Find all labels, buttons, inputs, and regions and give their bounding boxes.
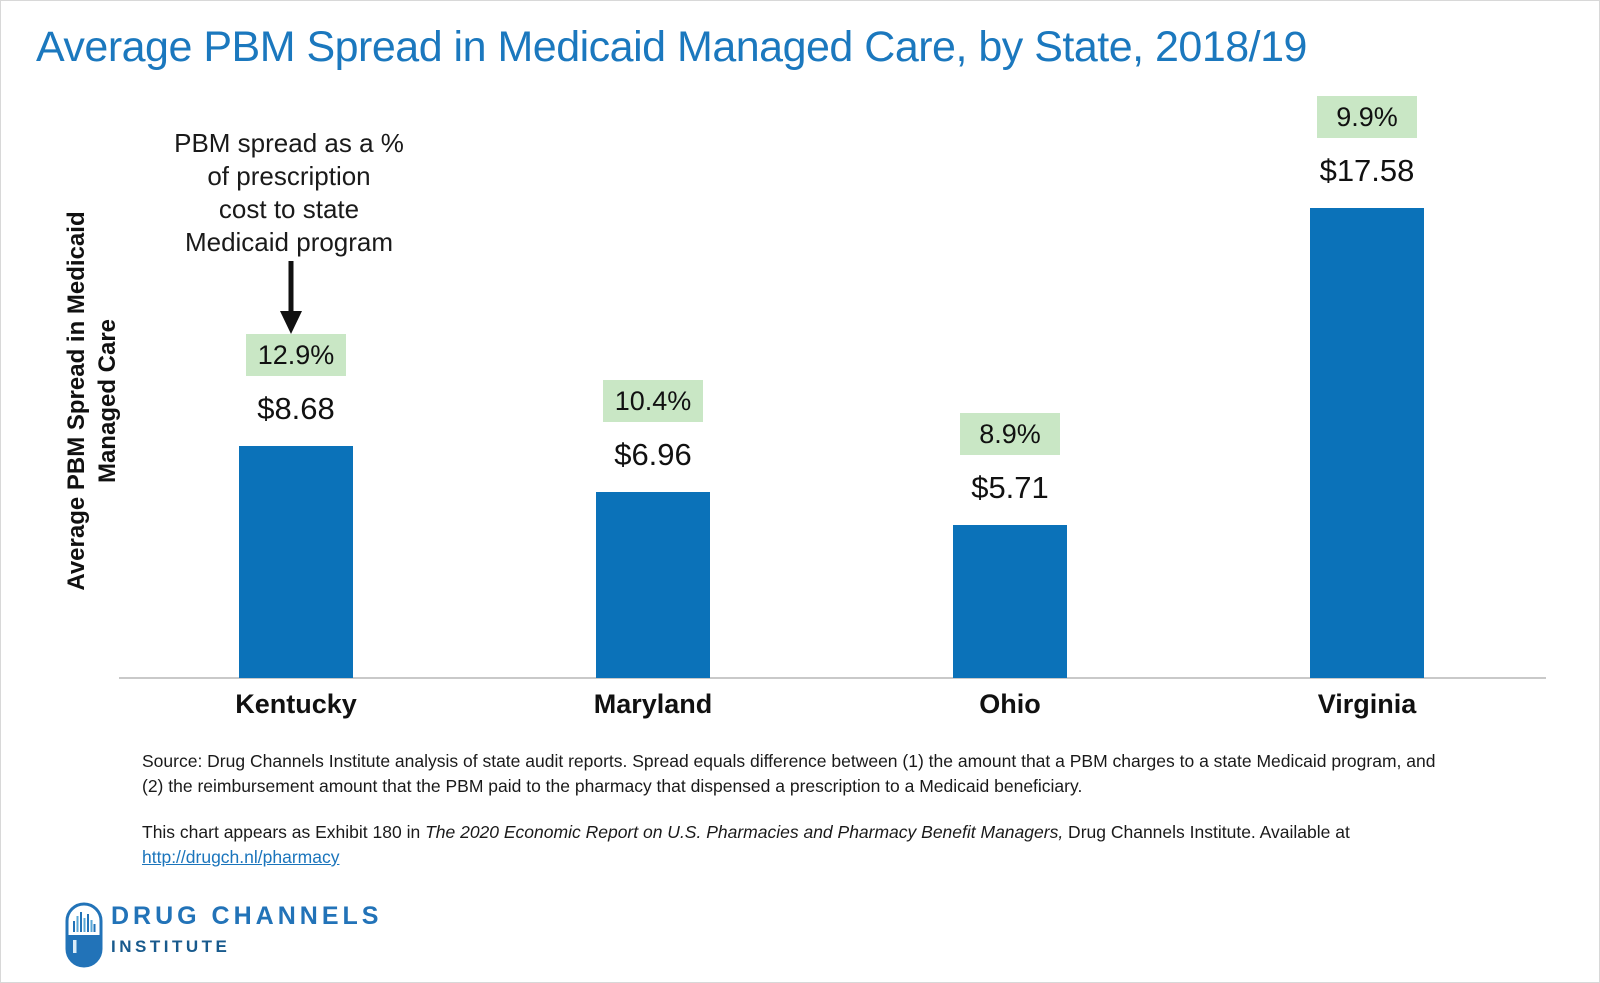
x-axis-label-virginia: Virginia	[1317, 689, 1417, 719]
bar-value-label-maryland: $6.96	[614, 437, 692, 472]
x-axis-label-kentucky: Kentucky	[235, 689, 357, 719]
pct-badge-virginia: 9.9%	[1317, 96, 1417, 138]
pharmacy-report-link[interactable]: http://drugch.nl/pharmacy	[142, 847, 340, 867]
logo-subname: INSTITUTE	[111, 937, 231, 956]
y-axis-label: Average PBM Spread in Medicaid Managed C…	[63, 211, 121, 591]
capsule-icon	[65, 902, 103, 973]
bar-maryland	[596, 492, 710, 678]
annotation-line: Medicaid program	[184, 227, 394, 257]
annotation-text: PBM spread as a % of prescription cost t…	[139, 127, 439, 259]
pct-badge-maryland: 10.4%	[603, 380, 703, 422]
x-axis-label-maryland: Maryland	[593, 689, 713, 719]
bar-value-label-virginia: $17.58	[1319, 153, 1415, 188]
source-line: (2) the reimbursement amount that the PB…	[142, 776, 1083, 796]
source-line: Source: Drug Channels Institute analysis…	[142, 751, 1436, 771]
annotation-line: cost to state	[218, 194, 360, 224]
down-arrow-icon	[278, 259, 304, 340]
annotation-line: of prescription	[207, 161, 371, 191]
source-note: Source: Drug Channels Institute analysis…	[142, 749, 1562, 799]
pct-badge-kentucky: 12.9%	[246, 334, 346, 376]
footer-text: Drug Channels Institute. Available at	[1063, 822, 1350, 842]
logo-text: DRUG CHANNELS INSTITUTE	[111, 902, 382, 957]
footer-report-title: The 2020 Economic Report on U.S. Pharmac…	[425, 822, 1064, 842]
x-axis-label-ohio: Ohio	[979, 689, 1041, 719]
bar-value-label-kentucky: $8.68	[257, 391, 335, 426]
logo-name: DRUG CHANNELS	[111, 902, 383, 930]
annotation-line: PBM spread as a %	[174, 128, 404, 158]
page-title: Average PBM Spread in Medicaid Managed C…	[36, 23, 1307, 71]
footer-note: This chart appears as Exhibit 180 in The…	[142, 820, 1562, 869]
bar-value-label-ohio: $5.71	[971, 470, 1049, 505]
bar-kentucky	[239, 446, 353, 678]
x-axis-line	[119, 677, 1546, 679]
bar-ohio	[953, 525, 1067, 678]
pct-badge-ohio: 8.9%	[960, 413, 1060, 455]
bar-virginia	[1310, 208, 1424, 678]
footer-text: This chart appears as Exhibit 180 in	[142, 822, 426, 842]
